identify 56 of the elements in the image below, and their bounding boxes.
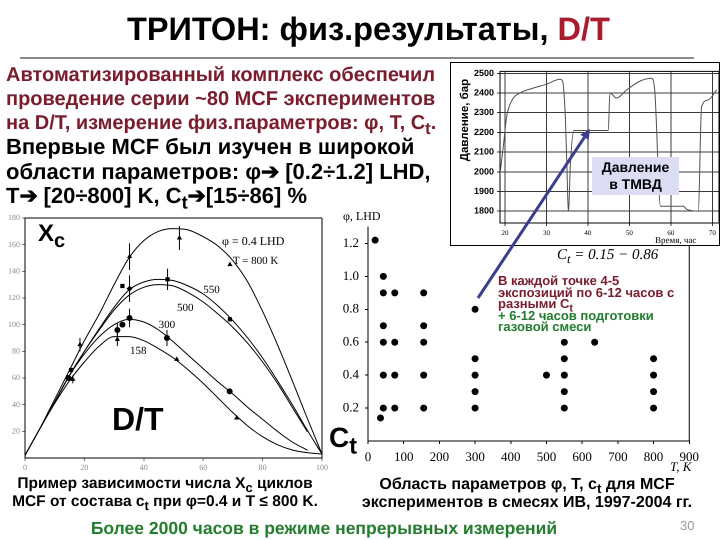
x-tick-label: 0 (364, 449, 372, 464)
y-tick-label: 120 (8, 293, 20, 302)
x-tick-label: 0 (23, 462, 27, 472)
y-tick-label: 0.8 (342, 300, 359, 316)
y-tick-label: 1800 (474, 206, 494, 216)
y-tick-label: 60 (12, 373, 20, 382)
y-tick-label: 2000 (474, 166, 494, 176)
text: 30 (680, 518, 694, 533)
annotation: 300 (158, 318, 176, 331)
text: ТРИТОН: физ.результаты, D/T (127, 11, 610, 47)
y-tick-label: 80 (12, 346, 20, 356)
y-tick-label: 140 (8, 266, 20, 276)
x-tick-label: 60 (199, 462, 208, 472)
x-tick-label: 100 (316, 462, 328, 472)
annotation: D/T (112, 401, 164, 437)
x-tick-label: 40 (140, 462, 148, 472)
y-tick-label: 1.2 (342, 234, 359, 250)
y-tick-label: 160 (8, 240, 20, 249)
y-axis-title: X$_{c}$ (38, 220, 66, 252)
text: Пример зависимости числа X$_{c}$ циклов MCF от состава c$_{t}$ при φ=0.4 и T ≤ 800 K. (12, 475, 318, 514)
y-tick-label: 100 (8, 320, 20, 329)
y-tick-label: 2300 (474, 107, 494, 118)
x-tick-label: 20 (80, 462, 88, 472)
y-tick-label: 2100 (474, 146, 494, 157)
y-tick-label: 40 (12, 400, 20, 409)
x-tick-label: 600 (572, 449, 592, 464)
x-tick-label: 80 (258, 462, 267, 472)
y-tick-label: 1900 (474, 186, 494, 196)
x-tick-label: 200 (430, 449, 450, 464)
y-tick-label: 0.4 (342, 366, 360, 382)
y-tick-label: 2500 (474, 68, 494, 78)
annotation: Давление в ТМВД (602, 159, 670, 192)
annotation: φ = 0.4 LHD (222, 234, 284, 248)
x-tick-label: 300 (465, 449, 485, 464)
x-tick-label: 500 (536, 449, 556, 464)
y-tick-label: 20 (12, 426, 20, 436)
y-tick-label: 2400 (474, 88, 494, 98)
text: Область параметров φ, T, c$_{t}$ для MCF экспериментов в смесях ИВ, 1997-2004 гг. (362, 476, 692, 511)
x-axis-title: Время, час (655, 235, 696, 245)
x-tick-label: 100 (394, 449, 414, 464)
x-axis-title: C$_{t}$ (329, 422, 358, 459)
annotation: C$_{t}$ = 0.15 − 0.86 (557, 247, 658, 266)
annotation: T = 800 K (232, 254, 278, 267)
x-tick-label: 400 (501, 449, 521, 464)
text: Более 2000 часов в режиме непрерывных измерений (90, 518, 558, 538)
y-tick-label: 2200 (474, 126, 494, 137)
x-tick-label: 800 (644, 449, 664, 464)
annotation: 550 (203, 284, 220, 296)
y-tick-label: 0.2 (342, 400, 359, 414)
annotation: 500 (177, 302, 194, 314)
y-axis-title: Давление, бар (459, 78, 471, 162)
annotation: 158 (130, 345, 146, 357)
x-tick-label: 700 (608, 449, 628, 464)
y-tick-label: 180 (8, 213, 20, 222)
y-tick-label: 0.6 (342, 334, 360, 349)
y-tick-label: 1.0 (342, 268, 359, 283)
